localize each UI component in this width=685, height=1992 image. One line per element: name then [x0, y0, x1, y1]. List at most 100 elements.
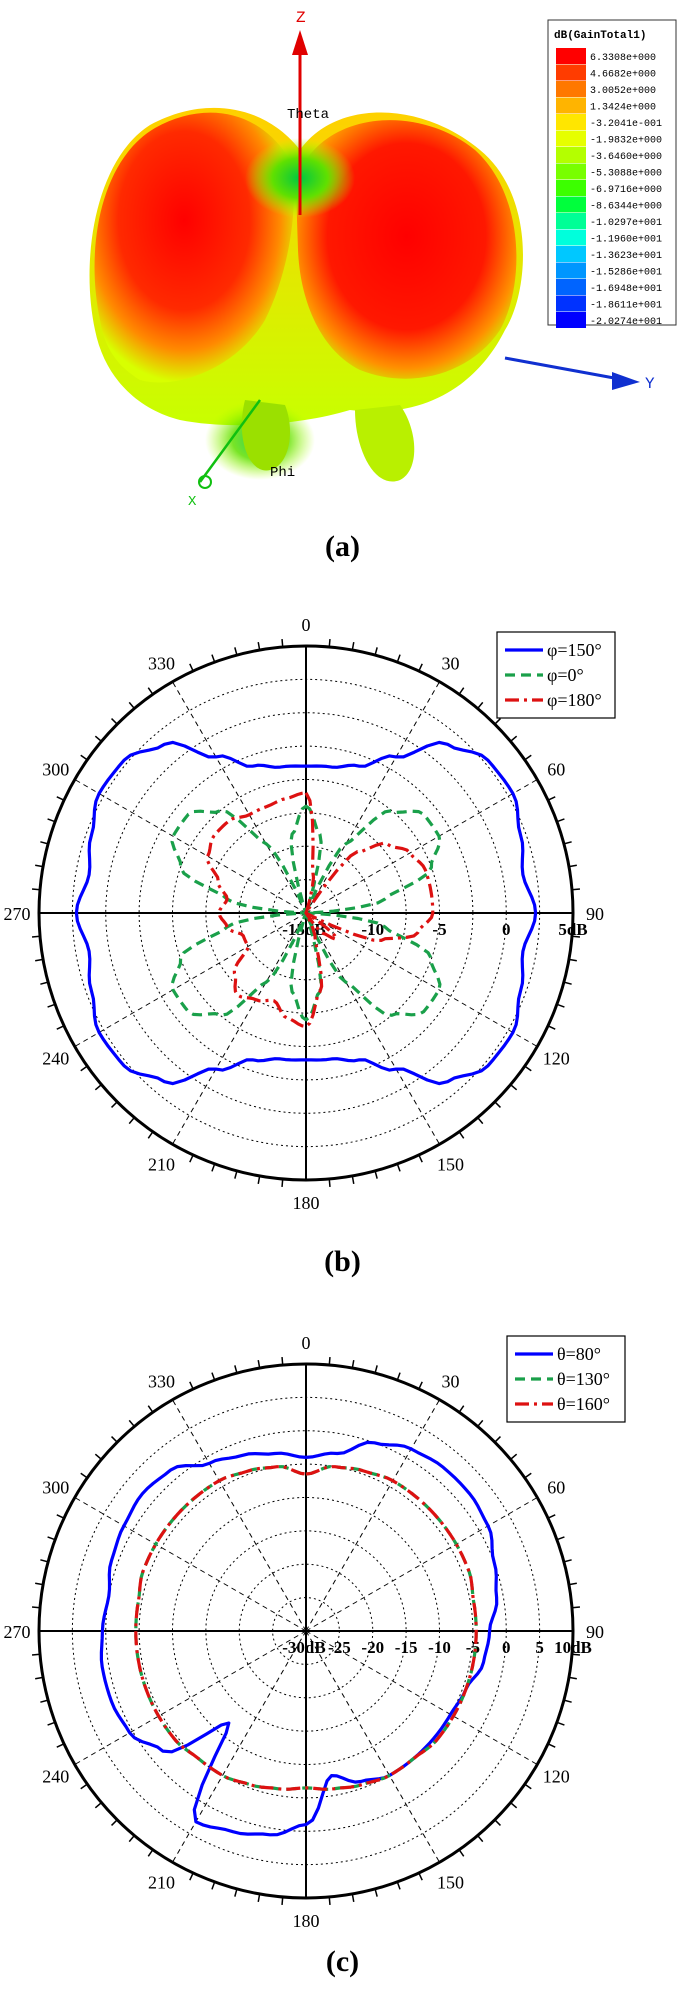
- panel-c: 0 30 60 90 120 150 180 210 240 270 300 330 -30dB -25-…: [0, 1300, 685, 1987]
- angle-minor-tick: [147, 687, 154, 695]
- angle-tick-label: 270: [4, 1622, 31, 1642]
- angle-minor-tick: [374, 647, 378, 656]
- angle-minor-tick: [556, 1003, 565, 1008]
- angle-minor-tick: [189, 1872, 194, 1881]
- angle-minor-tick: [568, 864, 577, 868]
- angle-minor-tick: [568, 1676, 577, 1680]
- legend-entry: φ=150°: [547, 640, 602, 660]
- angle-tick-label: 270: [4, 904, 31, 924]
- angle-tick-label: 0: [302, 1333, 311, 1353]
- series-line-3: [205, 791, 435, 1029]
- angle-minor-tick: [563, 841, 572, 845]
- angle-minor-tick: [351, 642, 355, 651]
- chart-legend: θ=80° θ=130° θ=160°: [506, 1335, 626, 1423]
- angle-minor-tick: [563, 1559, 572, 1563]
- angle-minor-tick: [510, 1453, 518, 1460]
- legend-entry: θ=160°: [557, 1394, 610, 1414]
- legend-value: 4.6682e+000: [590, 70, 656, 81]
- x-axis-marker: [198, 475, 212, 489]
- angle-minor-tick: [374, 1888, 378, 1897]
- angle-tick-label: 180: [293, 1193, 320, 1213]
- angle-minor-tick: [211, 1372, 216, 1381]
- angle-minor-tick: [31, 1653, 41, 1656]
- angle-tick-label: 210: [148, 1872, 175, 1892]
- angle-minor-tick: [328, 638, 331, 648]
- series-line-3: [134, 1465, 478, 1791]
- angle-minor-tick: [189, 1154, 194, 1163]
- angle-minor-tick: [396, 1163, 401, 1172]
- angle-minor-tick: [374, 1365, 378, 1374]
- legend-entry: θ=80°: [557, 1344, 601, 1364]
- angle-minor-tick: [328, 1178, 331, 1188]
- angle-minor-tick: [211, 1881, 216, 1890]
- angle-minor-tick: [418, 663, 423, 672]
- angle-tick-label: 330: [148, 654, 175, 674]
- angle-minor-tick: [547, 1514, 556, 1519]
- angle-minor-tick: [396, 654, 401, 663]
- caption-c: (c): [325, 1945, 360, 1978]
- angle-minor-tick: [147, 1849, 154, 1857]
- angle-minor-tick: [281, 1896, 284, 1906]
- angle-tick-label: 300: [42, 760, 69, 780]
- angle-minor-tick: [257, 1175, 261, 1184]
- angle-minor-tick: [494, 1436, 501, 1443]
- angle-minor-tick: [418, 1381, 423, 1390]
- angle-minor-tick: [458, 1131, 465, 1139]
- angle-tick-label: 210: [148, 1154, 175, 1174]
- caption-b: (b): [324, 1245, 361, 1278]
- angle-minor-tick: [111, 718, 118, 725]
- angle-tick-label: 30: [442, 654, 460, 674]
- legend-value: -1.0297e+001: [590, 218, 662, 229]
- z-axis-arrow: [292, 30, 308, 55]
- legend-swatch: [556, 163, 586, 180]
- angle-minor-tick: [94, 735, 102, 742]
- angle-minor-tick: [94, 1084, 102, 1091]
- angle-minor-tick: [396, 1881, 401, 1890]
- legend-value: -3.2041e-001: [590, 119, 662, 130]
- chart-legend: φ=150° φ=0° φ=180°: [496, 631, 616, 719]
- angle-minor-tick: [234, 1170, 238, 1179]
- y-axis-arrow: [612, 372, 640, 390]
- radial-tick-label: 5: [535, 1638, 544, 1657]
- angle-tick-label: 30: [442, 1372, 460, 1392]
- angle-tick-label: 0: [302, 615, 311, 635]
- grid-spoke: [74, 779, 307, 914]
- grid-spoke: [172, 681, 307, 914]
- angle-minor-tick: [396, 1372, 401, 1381]
- legend-value: -5.3088e+000: [590, 169, 662, 180]
- angle-minor-tick: [556, 1536, 565, 1541]
- legend-swatch: [556, 48, 586, 64]
- legend-swatch: [556, 180, 586, 196]
- angle-minor-tick: [47, 1003, 56, 1008]
- angle-tick-label: 90: [586, 904, 604, 924]
- legend-value: -3.6460e+000: [590, 152, 662, 163]
- angle-minor-tick: [257, 642, 261, 651]
- angle-tick-label: 150: [437, 1154, 464, 1174]
- angle-minor-tick: [477, 1419, 484, 1427]
- angle-minor-tick: [80, 1783, 88, 1790]
- angle-minor-tick: [547, 796, 556, 801]
- angle-minor-tick: [328, 1896, 331, 1906]
- angle-minor-tick: [418, 1154, 423, 1163]
- angle-minor-tick: [234, 647, 238, 656]
- angle-minor-tick: [571, 935, 581, 938]
- legend-swatch: [556, 64, 586, 81]
- grid-spoke: [305, 912, 440, 1145]
- angle-tick-label: 240: [42, 1049, 69, 1069]
- legend-swatch: [556, 213, 586, 229]
- x-axis-label: X: [188, 494, 197, 510]
- legend-swatch: [556, 312, 586, 328]
- angle-minor-tick: [547, 1025, 556, 1030]
- radial-tick-label: -15: [395, 1638, 418, 1657]
- legend-value: -1.1960e+001: [590, 235, 662, 246]
- panel-b: 0 30 60 90 120 150 180 210 240 270 300 330 -15dB -10-…: [0, 600, 685, 1300]
- legend-swatch: [556, 246, 586, 262]
- angle-minor-tick: [458, 1405, 465, 1413]
- angle-minor-tick: [234, 1365, 238, 1374]
- grid-spoke: [305, 1399, 440, 1632]
- legend-swatch: [556, 196, 586, 213]
- angle-minor-tick: [556, 818, 565, 823]
- legend-entry: φ=180°: [547, 690, 602, 710]
- angle-minor-tick: [111, 1436, 118, 1443]
- angle-minor-tick: [563, 1699, 572, 1703]
